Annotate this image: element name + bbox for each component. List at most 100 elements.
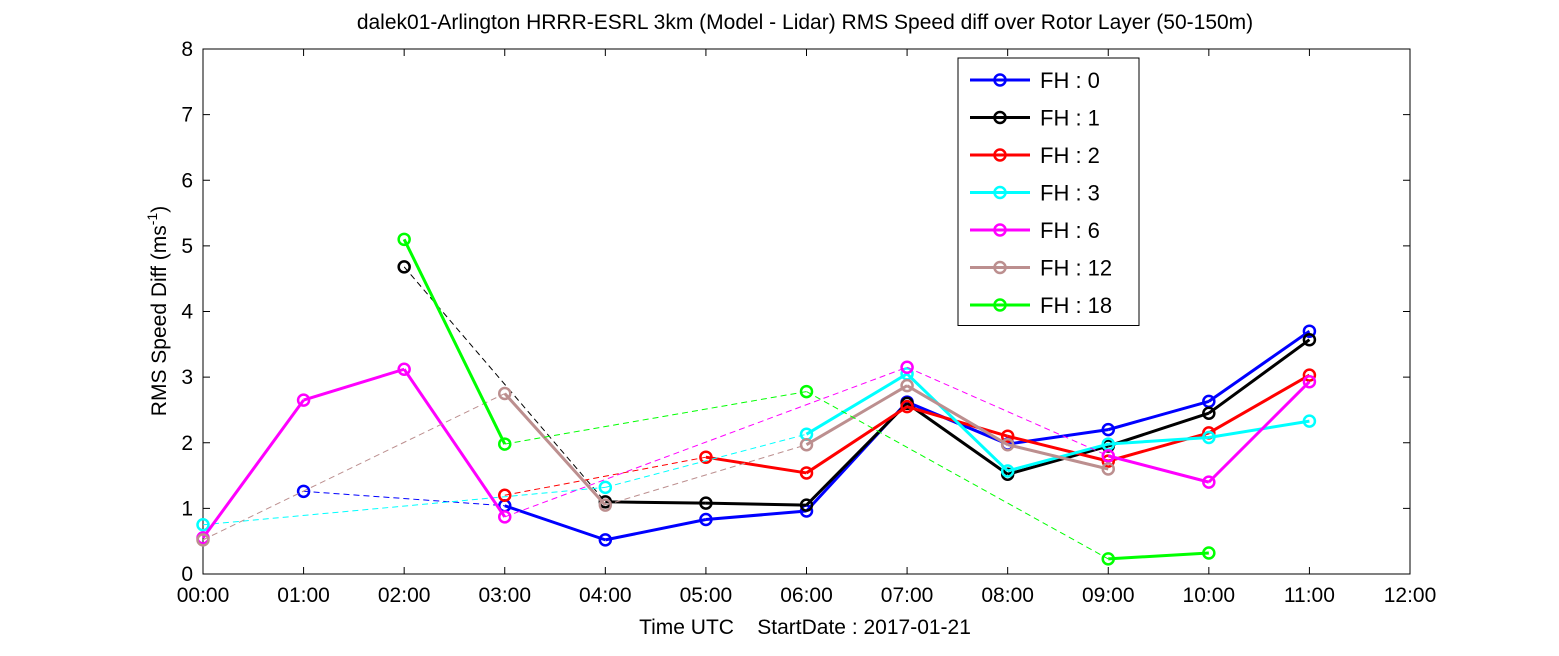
y-axis-label-main: RMS Speed Diff (ms [148, 225, 171, 416]
series-segment [805, 405, 908, 475]
legend: FH : 0 FH : 1 FH : 2 FH : 3 FH : 6 FH : 12 FH … [957, 57, 1140, 326]
y-axis-label-close: ) [148, 206, 171, 213]
series-segment [1208, 419, 1310, 439]
y-tick-label: 6 [181, 169, 193, 192]
legend-marker [993, 298, 1007, 312]
x-tick-label: 05:00 [680, 584, 733, 607]
plot-area [202, 48, 1411, 575]
series-segment [1107, 411, 1210, 448]
y-axis-label: RMS Speed Diff (ms-1) [144, 206, 171, 416]
data-point [1302, 368, 1317, 382]
series-segment [705, 509, 807, 522]
x-tick-label: 00:00 [177, 584, 230, 607]
data-point [1202, 475, 1216, 489]
chart-title: dalek01-Arlington HRRR-ESRL 3km (Model -… [357, 11, 1253, 34]
data-point [900, 360, 914, 375]
series-segment [605, 433, 807, 488]
x-tick-label: 11:00 [1284, 584, 1335, 607]
series-segment [605, 518, 707, 542]
data-point [1101, 449, 1115, 463]
series-segment [1007, 444, 1109, 476]
x-tick-label: 01:00 [277, 584, 330, 607]
data-point [1101, 454, 1115, 468]
data-point [196, 533, 210, 547]
data-point [1000, 437, 1015, 452]
y-tick-label: 2 [181, 432, 193, 455]
y-axis-label-superscript: -1 [144, 213, 160, 226]
y-tick-label: 7 [181, 104, 193, 127]
data-point [1302, 324, 1317, 338]
series-segment [504, 366, 908, 518]
data-point [498, 437, 512, 451]
series-segment [1108, 436, 1209, 446]
series-segment [1107, 399, 1210, 432]
x-tick-label: 02:00 [378, 584, 431, 607]
data-point [799, 504, 814, 518]
y-tick-label: 3 [181, 366, 193, 389]
series-segment [605, 444, 807, 506]
series-segment [1207, 380, 1311, 484]
legend-label: FH : 12 [1040, 256, 1112, 281]
data-point [799, 466, 814, 480]
series-segment [806, 391, 1109, 560]
x-tick-label: 06:00 [780, 584, 833, 607]
series-segment [1108, 551, 1209, 561]
y-tick-label: 8 [181, 38, 193, 61]
series-segment [805, 372, 908, 436]
legend-marker [993, 260, 1007, 275]
series-segment [906, 384, 1009, 447]
x-tick-label: 10:00 [1183, 584, 1236, 607]
data-point [1202, 546, 1216, 560]
data-point [1000, 464, 1015, 478]
data-point [1101, 422, 1115, 437]
series-segment [805, 402, 909, 507]
data-point [397, 362, 411, 376]
series-segment [805, 384, 908, 447]
x-tick-label: 03:00 [478, 584, 531, 607]
data-point [1000, 429, 1015, 443]
legend-label: FH : 0 [1040, 68, 1100, 93]
data-point [1202, 406, 1216, 420]
axes: 00:00 01:00 02:00 03:00 04:00 05:00 06:00 07:00… [177, 38, 1437, 607]
data-point [1202, 430, 1216, 445]
data-point [196, 518, 210, 532]
series-segment [705, 455, 807, 475]
data-point [699, 450, 713, 464]
series-segment [201, 399, 305, 539]
data-point [900, 399, 914, 414]
series-segment [202, 486, 606, 526]
series-segment [303, 490, 505, 507]
data-point [799, 498, 814, 512]
legend-label: FH : 1 [1040, 106, 1100, 131]
y-tick-label: 0 [181, 563, 193, 586]
series-segment [906, 402, 1009, 476]
legend-marker [993, 185, 1007, 200]
data-point [296, 484, 311, 499]
series-segment [504, 504, 606, 542]
series-segment [906, 372, 1009, 473]
series-fh-18 [397, 232, 1216, 566]
series-fh-12 [196, 378, 1115, 547]
series-segment [1007, 434, 1109, 463]
data-point [397, 232, 411, 247]
x-tick-label: 08:00 [981, 584, 1034, 607]
y-tick-label: 5 [181, 235, 193, 258]
series-segment [504, 456, 707, 496]
data-point [296, 393, 311, 407]
data-point [799, 384, 814, 399]
series-segment [402, 238, 507, 445]
legend-marker [993, 223, 1007, 237]
x-tick-label: 07:00 [881, 584, 934, 607]
data-point [1101, 462, 1115, 476]
series-segment [605, 500, 706, 505]
series-segment [1007, 443, 1109, 471]
data-point [598, 498, 613, 512]
series-segment [503, 392, 607, 507]
x-tick-label: 12:00 [1384, 584, 1437, 607]
series-segment [202, 393, 505, 541]
legend-marker [993, 110, 1007, 125]
series-segment [504, 391, 807, 445]
legend-label: FH : 2 [1040, 143, 1100, 168]
x-axis-label: Time UTC StartDate : 2017-01-21 [639, 616, 971, 639]
